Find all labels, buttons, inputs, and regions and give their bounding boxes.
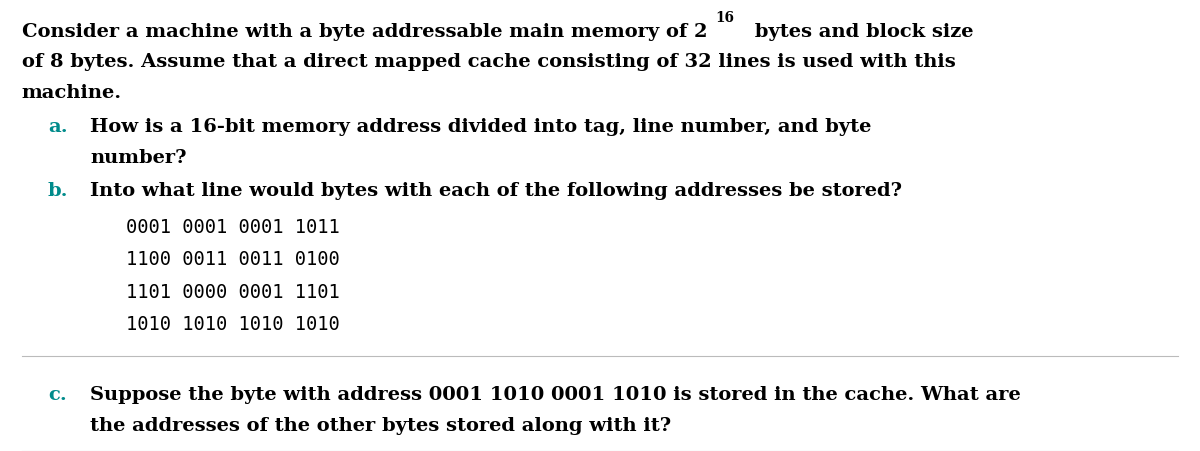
- Text: Consider a machine with a byte addressable main memory of 2: Consider a machine with a byte addressab…: [22, 23, 707, 41]
- Text: bytes and block size: bytes and block size: [748, 23, 973, 41]
- Text: Suppose the byte with address 0001 1010 0001 1010 is stored in the cache. What a: Suppose the byte with address 0001 1010 …: [90, 386, 1021, 404]
- Text: Into what line would bytes with each of the following addresses be stored?: Into what line would bytes with each of …: [90, 182, 902, 200]
- Text: 0001 0001 0001 1011: 0001 0001 0001 1011: [126, 217, 340, 236]
- Text: the addresses of the other bytes stored along with it?: the addresses of the other bytes stored …: [90, 416, 671, 434]
- Text: c.: c.: [48, 386, 67, 404]
- Text: machine.: machine.: [22, 84, 121, 102]
- Text: 1100 0011 0011 0100: 1100 0011 0011 0100: [126, 250, 340, 269]
- Text: of 8 bytes. Assume that a direct mapped cache consisting of 32 lines is used wit: of 8 bytes. Assume that a direct mapped …: [22, 53, 955, 71]
- Text: How is a 16-bit memory address divided into tag, line number, and byte: How is a 16-bit memory address divided i…: [90, 118, 871, 136]
- Text: 16: 16: [715, 11, 734, 25]
- Text: 1101 0000 0001 1101: 1101 0000 0001 1101: [126, 282, 340, 301]
- Text: number?: number?: [90, 148, 186, 166]
- Text: 1010 1010 1010 1010: 1010 1010 1010 1010: [126, 315, 340, 334]
- Text: a.: a.: [48, 118, 67, 136]
- Text: b.: b.: [48, 182, 68, 200]
